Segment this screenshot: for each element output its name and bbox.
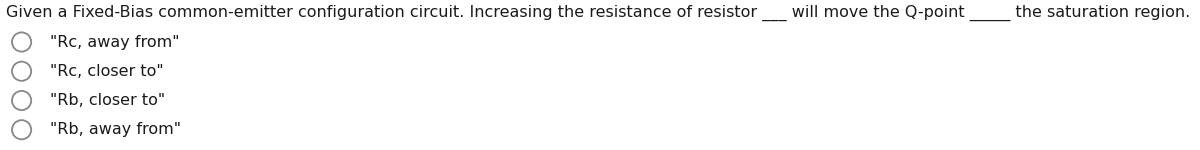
Text: "Rb, closer to": "Rb, closer to" xyxy=(50,93,166,108)
Text: "Rb, away from": "Rb, away from" xyxy=(50,122,181,137)
Text: Given a Fixed-Bias common-emitter configuration circuit. Increasing the resistan: Given a Fixed-Bias common-emitter config… xyxy=(6,4,1190,21)
Text: "Rc, away from": "Rc, away from" xyxy=(50,34,180,50)
Text: "Rc, closer to": "Rc, closer to" xyxy=(50,64,164,79)
